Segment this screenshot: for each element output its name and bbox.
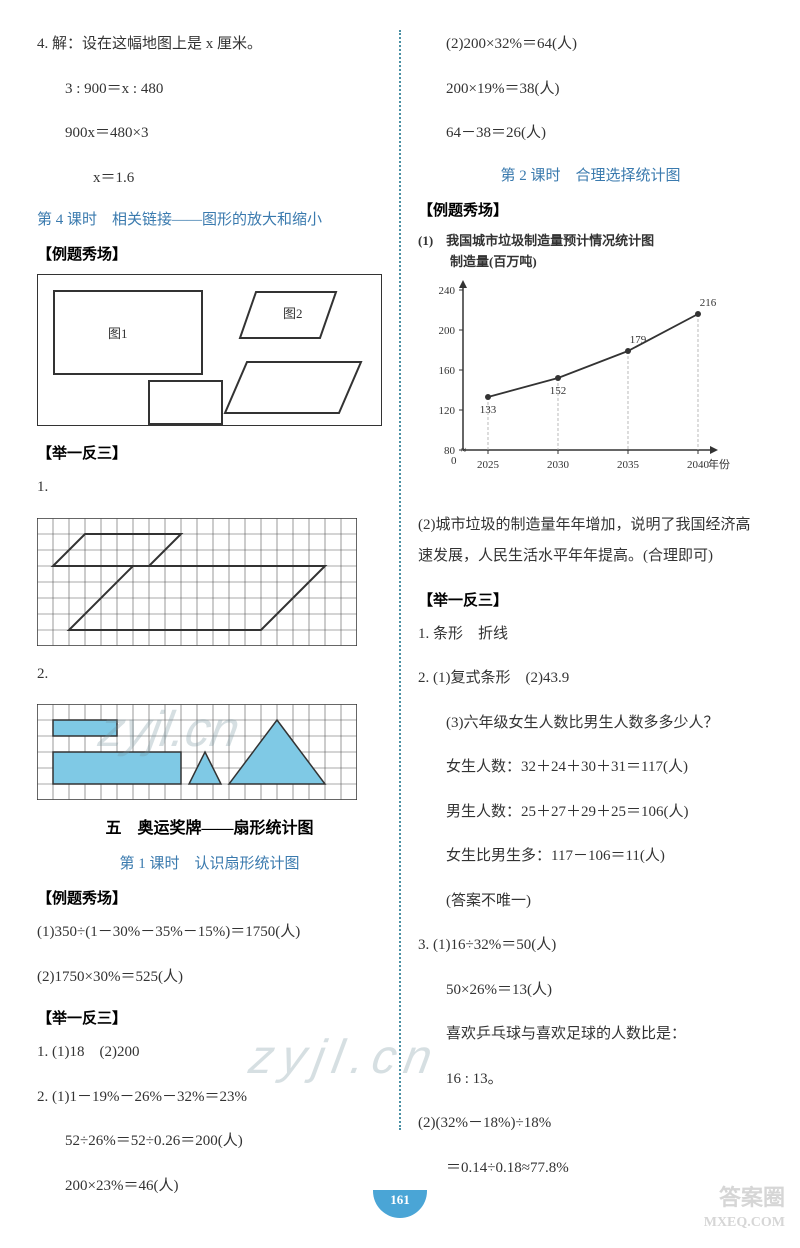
calc-line: 200×19%＝38(人) xyxy=(418,75,763,104)
parallelogram-large xyxy=(223,360,363,415)
example-1: (1)350÷(1－30%－35%－15%)＝1750(人) xyxy=(37,918,382,947)
corner-logo-text-1: 答案圈 xyxy=(704,1183,785,1214)
calc-line: (2)200×32%＝64(人) xyxy=(418,30,763,59)
r-practice-2f: (答案不唯一) xyxy=(418,887,763,916)
practice-2: 2. (1)1－19%－26%－32%＝23% xyxy=(37,1083,382,1112)
chart-title-2: 制造量(百万吨) xyxy=(418,251,763,270)
r-practice-3c: 喜欢乒乓球与喜欢足球的人数比是： xyxy=(418,1020,763,1049)
svg-text:240: 240 xyxy=(439,285,456,297)
practice-heading-r: 【举一反三】 xyxy=(418,589,763,610)
lesson-4-title: 第 4 课时 相关链接——图形的放大和缩小 xyxy=(37,208,382,229)
lesson-1-title: 第 1 课时 认识扇形统计图 xyxy=(37,852,382,873)
svg-text:2025: 2025 xyxy=(477,459,500,471)
equation-line: 3 : 900＝x : 480 xyxy=(37,75,382,104)
shape-diagram: 图1 图2 xyxy=(37,274,382,426)
item-1-label: 1. xyxy=(37,473,382,502)
r-practice-3d: 16 : 13。 xyxy=(418,1065,763,1094)
grid-diagram-2 xyxy=(37,704,357,800)
rectangle-1 xyxy=(53,290,203,375)
column-divider xyxy=(399,30,401,1130)
svg-text:120: 120 xyxy=(439,405,456,417)
example-heading-2: 【例题秀场】 xyxy=(37,887,382,908)
line-chart: 80120160200240≈02025203020352040年份133152… xyxy=(418,280,763,500)
practice-heading-2: 【举一反三】 xyxy=(37,1007,382,1028)
svg-text:≈: ≈ xyxy=(461,445,467,456)
svg-text:133: 133 xyxy=(480,404,497,416)
item-2-label: 2. xyxy=(37,660,382,689)
practice-heading: 【举一反三】 xyxy=(37,442,382,463)
right-column: (2)200×32%＝64(人) 200×19%＝38(人) 64－38＝26(… xyxy=(408,30,775,1130)
grid-diagram-1 xyxy=(37,518,357,646)
svg-text:152: 152 xyxy=(550,385,567,397)
page-number-badge: 161 xyxy=(373,1190,427,1218)
practice-1: 1. (1)18 (2)200 xyxy=(37,1038,382,1067)
left-column: 4. 解：设在这幅地图上是 x 厘米。 3 : 900＝x : 480 900x… xyxy=(25,30,392,1130)
rectangle-2 xyxy=(148,380,223,425)
r-practice-3: 3. (1)16÷32%＝50(人) xyxy=(418,931,763,960)
lesson-2-title: 第 2 课时 合理选择统计图 xyxy=(418,164,763,185)
r-practice-2e: 女生比男生多：117－106＝11(人) xyxy=(418,842,763,871)
equation-line: x＝1.6 xyxy=(37,164,382,193)
section-5-title: 五 奥运奖牌——扇形统计图 xyxy=(37,814,382,838)
r-practice-2b: (3)六年级女生人数比男生人数多多少人？ xyxy=(418,709,763,738)
svg-text:160: 160 xyxy=(439,365,456,377)
practice-2c: 200×23%＝46(人) xyxy=(37,1172,382,1201)
r-practice-3b: 50×26%＝13(人) xyxy=(418,976,763,1005)
svg-text:2035: 2035 xyxy=(617,459,640,471)
example-2: (2)1750×30%＝525(人) xyxy=(37,963,382,992)
shape-2-label: 图2 xyxy=(283,303,303,322)
r-practice-2: 2. (1)复式条形 (2)43.9 xyxy=(418,664,763,693)
chart-title-1: (1) 我国城市垃圾制造量预计情况统计图 xyxy=(418,230,763,249)
svg-text:200: 200 xyxy=(439,325,456,337)
r-practice-2d: 男生人数：25＋27＋29＋25＝106(人) xyxy=(418,798,763,827)
svg-text:2040: 2040 xyxy=(687,459,710,471)
r-practice-1: 1. 条形 折线 xyxy=(418,620,763,649)
shape-1-label: 图1 xyxy=(108,323,128,342)
svg-text:0: 0 xyxy=(451,455,457,467)
calc-line: 64－38＝26(人) xyxy=(418,119,763,148)
example-heading-r: 【例题秀场】 xyxy=(418,199,763,220)
r-practice-3e: (2)(32%－18%)÷18% xyxy=(418,1109,763,1138)
example-heading: 【例题秀场】 xyxy=(37,243,382,264)
equation-line: 900x＝480×3 xyxy=(37,119,382,148)
corner-logo-text-2: MXEQ.COM xyxy=(704,1213,785,1233)
r-practice-2c: 女生人数：32＋24＋30＋31＝117(人) xyxy=(418,753,763,782)
svg-text:2030: 2030 xyxy=(547,459,570,471)
svg-text:179: 179 xyxy=(630,334,647,346)
practice-2b: 52÷26%＝52÷0.26＝200(人) xyxy=(37,1127,382,1156)
svg-text:216: 216 xyxy=(700,297,717,309)
answer-2: (2)城市垃圾的制造量年年增加，说明了我国经济高速发展，人民生活水平年年提高。(… xyxy=(418,510,763,573)
svg-text:年份: 年份 xyxy=(708,457,730,471)
corner-logo: 答案圈 MXEQ.COM xyxy=(704,1183,785,1233)
problem-4: 4. 解：设在这幅地图上是 x 厘米。 xyxy=(37,30,382,59)
r-practice-3f: ＝0.14÷0.18≈77.8% xyxy=(418,1154,763,1183)
